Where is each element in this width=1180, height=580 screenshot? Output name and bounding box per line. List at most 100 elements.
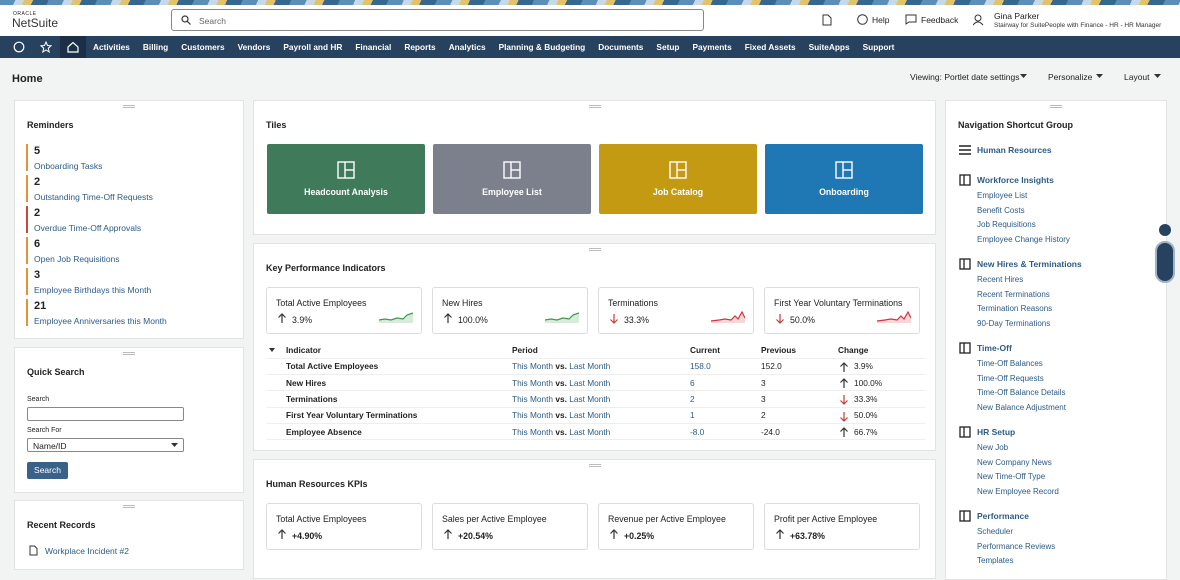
- shortcut-link[interactable]: New Balance Adjustment: [977, 402, 1066, 412]
- nav-item[interactable]: Documents: [598, 42, 644, 52]
- nav-item[interactable]: Activities: [93, 42, 130, 52]
- period-from[interactable]: This Month: [512, 394, 554, 405]
- shortcut-link[interactable]: New Job: [977, 443, 1009, 452]
- period-to[interactable]: Last Month: [569, 377, 611, 388]
- period-to[interactable]: Last Month: [569, 361, 611, 372]
- group-title[interactable]: Time-Off: [977, 343, 1012, 353]
- group-title[interactable]: HR Setup: [977, 427, 1016, 437]
- period: This Month vs. Last Month: [512, 358, 690, 376]
- current[interactable]: -8.0: [690, 423, 761, 441]
- help-bubble[interactable]: [1159, 224, 1171, 236]
- period-to[interactable]: Last Month: [569, 426, 611, 437]
- kpi-name: Total Active Employees: [276, 298, 367, 308]
- tile[interactable]: Job Catalog: [599, 144, 757, 214]
- current[interactable]: 158.0: [690, 358, 761, 376]
- shortcut-link[interactable]: New Time-Off Type: [977, 472, 1046, 481]
- shortcut-link[interactable]: Templates: [977, 556, 1014, 565]
- shortcut-link[interactable]: New Employee Record: [977, 486, 1059, 496]
- side-widget[interactable]: [1155, 241, 1175, 283]
- shortcut-link[interactable]: New Company News: [977, 457, 1052, 467]
- period-from[interactable]: This Month: [512, 426, 554, 437]
- reminder-label[interactable]: Open Job Requisitions: [34, 254, 120, 264]
- period-to[interactable]: Last Month: [569, 410, 611, 421]
- tile-label: Onboarding: [819, 187, 869, 197]
- shortcut-link[interactable]: Employee Change History: [977, 234, 1070, 244]
- page-control[interactable]: Viewing: Portlet date settings: [910, 72, 1020, 82]
- kpi-value: 33.3%: [624, 315, 649, 325]
- tile[interactable]: Employee List: [433, 144, 591, 214]
- trend-arrow-part: [776, 314, 784, 324]
- tile[interactable]: Onboarding: [765, 144, 923, 214]
- reminder-label[interactable]: Outstanding Time-Off Requests: [34, 192, 153, 202]
- change-value: 100.0%: [854, 377, 883, 388]
- search-input[interactable]: [27, 407, 184, 421]
- group-icon: [959, 342, 971, 354]
- shortcut-link[interactable]: Benefit Costs: [977, 205, 1025, 215]
- search-button[interactable]: Search: [27, 462, 68, 479]
- tile[interactable]: Headcount Analysis: [267, 144, 425, 214]
- caret-part: [1020, 74, 1027, 78]
- home-highlight: [60, 36, 86, 58]
- shortcut-link[interactable]: Time-Off Balance Details: [977, 388, 1066, 397]
- reminder-label[interactable]: Overdue Time-Off Approvals: [34, 223, 142, 233]
- group-icon: [959, 145, 971, 155]
- nav-item[interactable]: SuiteApps: [808, 42, 850, 52]
- page-control[interactable]: Personalize: [1048, 72, 1093, 82]
- period-from[interactable]: This Month: [512, 361, 554, 372]
- caret: [1096, 74, 1103, 78]
- nav-item[interactable]: Customers: [181, 42, 225, 52]
- group-icon: [959, 258, 971, 270]
- shortcut-link[interactable]: Time-Off Balances: [977, 359, 1043, 368]
- nav-item[interactable]: Payroll and HR: [283, 42, 343, 52]
- reminder-bar: [26, 237, 28, 264]
- page-control[interactable]: Layout: [1124, 72, 1150, 82]
- group-title[interactable]: New Hires & Terminations: [977, 259, 1082, 269]
- group-title[interactable]: Human Resources: [977, 145, 1052, 155]
- kpi-value: 100.0%: [458, 315, 488, 325]
- group-title[interactable]: Performance: [977, 511, 1029, 521]
- nav-item[interactable]: Support: [862, 42, 895, 52]
- kpi-row: New Hires This Month vs. Last Month 6 3 100.…: [266, 374, 926, 392]
- nav-item[interactable]: Planning & Budgeting: [498, 42, 586, 52]
- current[interactable]: 2: [690, 390, 761, 408]
- current[interactable]: 1: [690, 407, 761, 424]
- nav-items: Activities Billing Customers Vendors Payroll…: [93, 42, 907, 52]
- home-icon: [67, 41, 79, 53]
- recent-link[interactable]: Workplace Incident #2: [45, 546, 129, 556]
- help-link[interactable]: Help: [872, 15, 890, 25]
- change-value: 3.9%: [854, 361, 873, 372]
- search-box[interactable]: Search: [171, 9, 704, 31]
- shortcut-link[interactable]: Performance Reviews: [977, 541, 1056, 551]
- nav-item[interactable]: Setup: [656, 42, 680, 52]
- period-to[interactable]: Last Month: [569, 394, 611, 405]
- shortcut-link[interactable]: Time-Off Requests: [977, 373, 1044, 383]
- period-from[interactable]: This Month: [512, 410, 554, 421]
- shortcut-link[interactable]: Scheduler: [977, 527, 1014, 536]
- shortcut-link[interactable]: Employee List: [977, 191, 1028, 200]
- current[interactable]: 6: [690, 374, 761, 392]
- shortcut-link[interactable]: Recent Terminations: [977, 289, 1050, 299]
- reminder-label[interactable]: Onboarding Tasks: [34, 161, 103, 171]
- nav-item[interactable]: Analytics: [448, 42, 486, 52]
- select[interactable]: Name/ID: [27, 438, 184, 452]
- caret: [1154, 74, 1161, 78]
- nav-item[interactable]: Vendors: [237, 42, 271, 52]
- feedback-link[interactable]: Feedback: [921, 15, 959, 25]
- shortcut-link[interactable]: Termination Reasons: [977, 304, 1053, 313]
- nav-item[interactable]: Fixed Assets: [744, 42, 796, 52]
- reminder-label[interactable]: Employee Birthdays this Month: [34, 285, 152, 295]
- nav-item[interactable]: Payments: [692, 42, 732, 52]
- tile-icon: [337, 161, 355, 179]
- reminder-label[interactable]: Employee Anniversaries this Month: [34, 316, 167, 326]
- shortcut-link[interactable]: Job Requisitions: [977, 220, 1036, 229]
- nav-item[interactable]: Reports: [404, 42, 436, 52]
- nav-item[interactable]: Financial: [355, 42, 392, 52]
- group-title[interactable]: Workforce Insights: [977, 175, 1054, 185]
- period: This Month vs. Last Month: [512, 374, 690, 392]
- home-icon-part: [67, 41, 79, 53]
- shortcut-link[interactable]: Recent Hires: [977, 275, 1024, 284]
- period-from[interactable]: This Month: [512, 377, 554, 388]
- shortcut-link[interactable]: 90-Day Terminations: [977, 318, 1051, 328]
- trend-arrow: [840, 361, 848, 372]
- nav-item[interactable]: Billing: [142, 42, 169, 52]
